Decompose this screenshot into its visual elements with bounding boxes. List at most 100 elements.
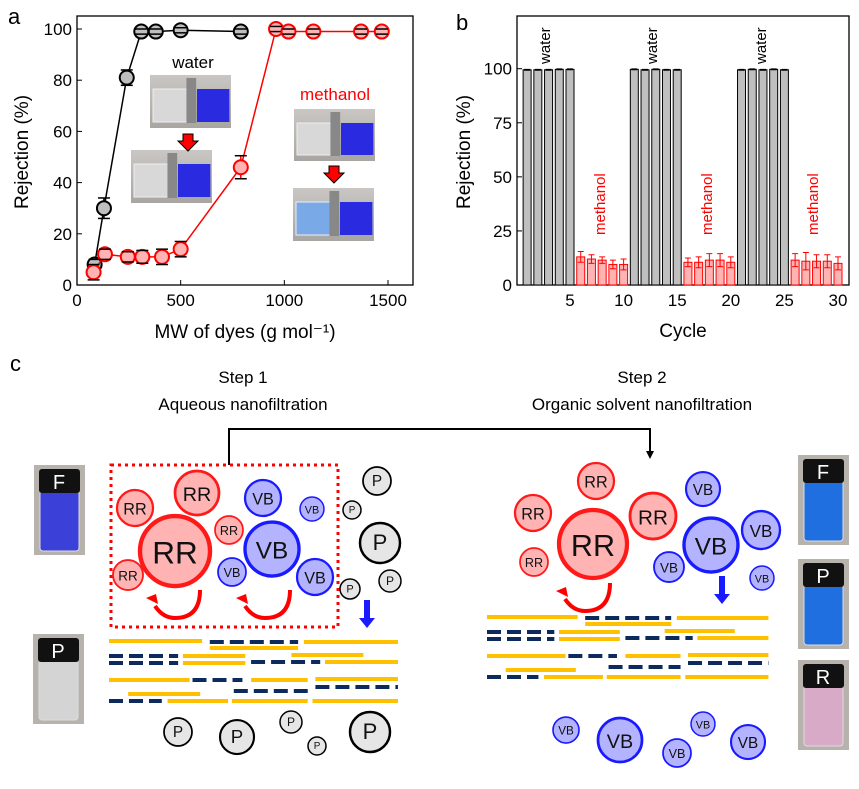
vial-cap: [803, 563, 844, 587]
chart-b-errorbar: [609, 259, 616, 270]
chart-a-annotation-water: water: [171, 53, 214, 72]
chart-b-ytick-label: 100: [484, 60, 512, 79]
chart-b-annotation-water: water: [753, 27, 770, 65]
rr-label: RR: [521, 505, 544, 523]
vial-photo-right: F: [798, 455, 849, 545]
rr-molecule: RR: [576, 461, 616, 501]
chart-b-errorbar: [567, 68, 573, 71]
vb-label: VB: [695, 534, 727, 561]
p-molecule: P: [218, 718, 256, 756]
chart-a-point-water: [133, 23, 150, 40]
vial-liquid: [803, 480, 844, 542]
vb-circle: [729, 723, 767, 761]
vial-photo-right: R: [798, 660, 849, 750]
chart-b-bar-water: [661, 69, 671, 286]
p-circle: [378, 569, 402, 593]
p-circle: [342, 500, 362, 520]
chart-b-annotation-water: water: [644, 27, 661, 65]
cell-holder-icon: [329, 191, 340, 236]
vial-liquid: [803, 685, 844, 747]
rr-circle: [137, 513, 213, 589]
chart-b-errorbar: [727, 256, 734, 269]
recycle-curved-arrow-icon: [153, 589, 202, 621]
vb-molecule: VB: [243, 520, 301, 578]
vb-circle: [243, 520, 301, 578]
chart-b-xtick-label: 25: [775, 291, 794, 310]
jar-right-icon: [196, 89, 230, 122]
chart-a-point-methanol: [134, 248, 151, 265]
chart-b-ytick-label: 0: [503, 276, 512, 295]
p-molecule: P: [378, 569, 402, 593]
arrowhead-icon: [146, 594, 158, 604]
chart-b-errorbar: [706, 253, 713, 268]
chart-b-bar-water: [779, 69, 789, 286]
jar-left-icon: [133, 163, 169, 198]
chart-a-point-water: [172, 22, 189, 39]
p-molecule: P: [339, 578, 361, 600]
rr-circle: [556, 507, 630, 581]
chart-b-errorbar: [545, 68, 552, 71]
p-molecule: P: [358, 521, 402, 565]
vb-circle: [653, 551, 685, 583]
p-label: P: [372, 473, 382, 490]
chart-b-errorbar: [652, 68, 659, 71]
vb-label: VB: [256, 538, 288, 565]
rr-circle: [519, 547, 549, 577]
p-molecule: P: [163, 717, 193, 747]
vial-cap: [803, 459, 844, 483]
rr-label: RR: [525, 556, 543, 570]
vb-label: VB: [305, 504, 319, 516]
vb-circle: [682, 516, 740, 574]
vb-molecule: VB: [690, 711, 716, 737]
rr-label: RR: [584, 473, 607, 491]
vb-circle: [217, 557, 247, 587]
p-label: P: [386, 574, 394, 588]
chart-b-bar-water: [747, 68, 757, 286]
rr-label: RR: [638, 506, 668, 529]
panel-label-a: a: [8, 4, 21, 29]
vb-molecule: VB: [684, 470, 722, 508]
chart-a-point-methanol: [373, 23, 390, 40]
rr-molecule: RR: [214, 515, 244, 545]
vial-label: F: [53, 472, 65, 494]
vb-circle: [552, 716, 580, 744]
vb-molecule: VB: [740, 509, 782, 551]
chart-b-errorbar: [717, 253, 724, 268]
rr-label: RR: [118, 568, 138, 583]
chart-a-xtick-label: 1000: [265, 291, 303, 310]
vb-molecule: VB: [653, 551, 685, 583]
chart-a-xtick-label: 1500: [369, 291, 407, 310]
rr-circle: [173, 469, 221, 517]
chart-b-errorbar: [588, 254, 595, 264]
vb-circle: [740, 509, 782, 551]
chart-a-point-water: [118, 69, 135, 86]
arrowhead-icon: [556, 587, 568, 597]
vb-label: VB: [252, 490, 274, 508]
chart-b-bar-water: [554, 68, 564, 286]
chart-b-bar-water: [544, 69, 554, 286]
rr-molecule: RR: [628, 491, 678, 541]
chart-b-bar-water: [769, 68, 779, 286]
chart-b-bar-water: [758, 69, 768, 286]
chart-b-errorbar: [781, 68, 788, 71]
vb-molecule: VB: [217, 557, 247, 587]
chart-a-point-methanol: [154, 248, 171, 265]
vb-molecule: VB: [749, 565, 775, 591]
chart-a-xtick-label: 500: [166, 291, 194, 310]
p-circle: [279, 710, 303, 734]
rr-molecule: RR: [519, 547, 549, 577]
vb-circle: [596, 716, 644, 764]
p-label: P: [363, 719, 378, 744]
chart-b-errorbar: [813, 254, 820, 269]
p-circle: [339, 578, 361, 600]
chart-a-xtick-label: 0: [72, 291, 81, 310]
diagram-c-two-step-filtration: Step 1 Aqueous nanofiltration Step 2 Org…: [33, 368, 849, 768]
chart-b-errorbar: [759, 68, 766, 71]
chart-a-xlabel: MW of dyes (g mol⁻¹): [154, 322, 335, 343]
chart-b-errorbar: [534, 68, 541, 71]
chart-b-errorbar: [792, 253, 799, 268]
permeate-down-arrow-icon: [359, 600, 375, 628]
recycle-curved-arrow-icon: [243, 589, 292, 621]
